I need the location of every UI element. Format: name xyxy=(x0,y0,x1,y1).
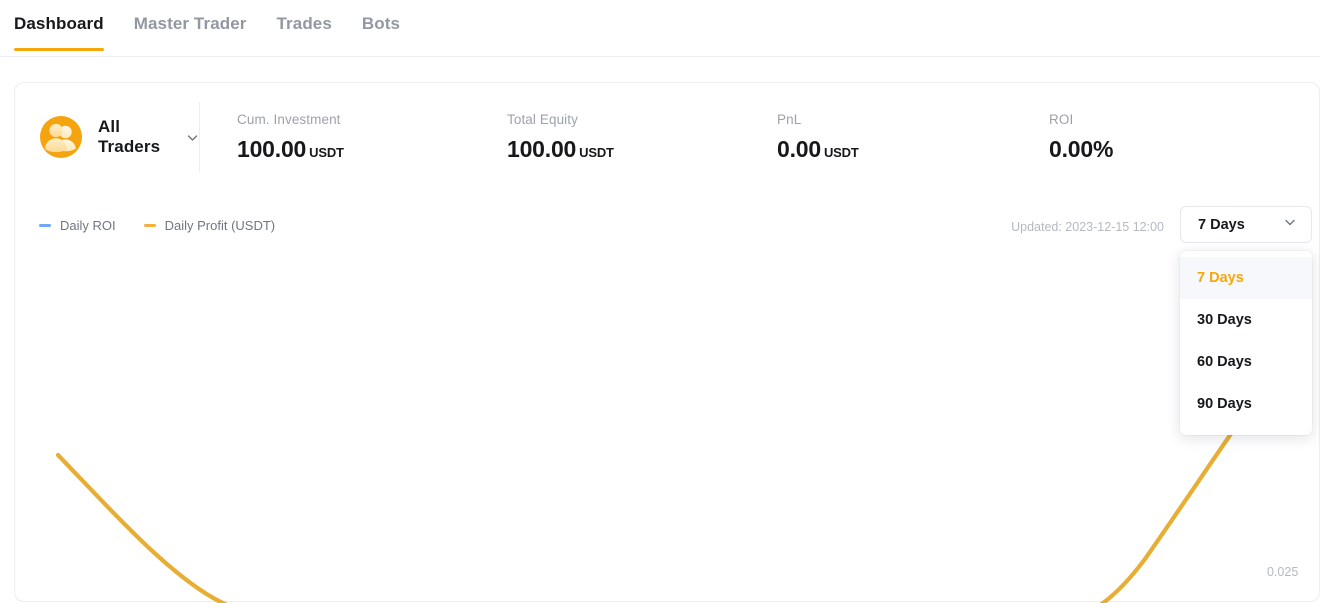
updated-timestamp: Updated: 2023-12-15 12:00 xyxy=(1011,220,1164,234)
range-option-30-days[interactable]: 30 Days xyxy=(1180,299,1312,341)
people-avatar-icon xyxy=(40,116,82,158)
range-option-label: 90 Days xyxy=(1197,396,1252,412)
summary-stats-row: All Traders Cum. Investment 100.00 USDT T… xyxy=(15,83,1319,191)
stats-divider xyxy=(199,102,200,172)
tab-dashboard-label: Dashboard xyxy=(14,14,104,33)
metric-value: 100.00 USDT xyxy=(237,136,507,163)
chart-svg: 0% 0.025 0 11/23 11/24 11/29 11/30 12/01… xyxy=(55,402,1298,603)
range-option-label: 7 Days xyxy=(1197,270,1244,286)
metric-pnl: PnL 0.00 USDT xyxy=(777,112,1049,163)
chart-header: Daily ROI Daily Profit (USDT) Updated: 2… xyxy=(15,206,1319,435)
metric-number: 0.00 xyxy=(777,135,821,162)
metric-unit: USDT xyxy=(823,144,859,160)
tab-master-trader[interactable]: Master Trader xyxy=(134,14,247,51)
range-select-dropdown: 7 Days 30 Days 60 Days 90 Days xyxy=(1180,251,1312,435)
metric-number: 100.00 xyxy=(507,135,577,162)
legend-item-daily-profit[interactable]: Daily Profit (USDT) xyxy=(143,218,276,233)
tab-bots-label: Bots xyxy=(361,14,401,33)
chart-legend: Daily ROI Daily Profit (USDT) xyxy=(39,218,275,233)
metric-number: 100.00 xyxy=(237,135,307,162)
metrics-list: Cum. Investment 100.00 USDT Total Equity … xyxy=(200,112,1319,163)
metric-value: 0.00% xyxy=(1049,136,1319,163)
range-option-60-days[interactable]: 60 Days xyxy=(1180,341,1312,383)
metric-label: PnL xyxy=(777,111,802,127)
metric-label: Cum. Investment xyxy=(237,111,341,127)
metric-total-equity: Total Equity 100.00 USDT xyxy=(507,112,777,163)
chevron-down-icon xyxy=(186,131,199,144)
series-daily-profit-line xyxy=(55,402,1254,603)
chevron-down-icon xyxy=(1283,215,1297,234)
metric-roi: ROI 0.00% xyxy=(1049,112,1319,163)
tab-dashboard[interactable]: Dashboard xyxy=(14,14,104,51)
metric-cum-investment: Cum. Investment 100.00 USDT xyxy=(237,112,507,163)
range-option-7-days[interactable]: 7 Days xyxy=(1180,257,1312,299)
metric-value: 0.00 USDT xyxy=(777,136,1049,163)
legend-item-daily-roi[interactable]: Daily ROI xyxy=(39,218,116,233)
tab-trades-label: Trades xyxy=(276,14,332,33)
trader-selector-label: All Traders xyxy=(98,117,161,156)
range-select-button[interactable]: 7 Days xyxy=(1180,206,1312,243)
legend-label: Daily Profit (USDT) xyxy=(164,218,276,233)
metric-value: 100.00 USDT xyxy=(507,136,777,163)
range-select-value: 7 Days xyxy=(1198,216,1245,233)
legend-swatch-icon xyxy=(39,224,51,227)
metric-unit: USDT xyxy=(579,144,614,160)
metric-number: 0.00% xyxy=(1049,135,1114,162)
dashboard-card: All Traders Cum. Investment 100.00 USDT T… xyxy=(14,82,1320,603)
range-option-label: 60 Days xyxy=(1197,354,1252,370)
metric-label: Total Equity xyxy=(507,111,578,127)
trader-selector[interactable]: All Traders xyxy=(15,116,199,158)
metric-label: ROI xyxy=(1049,111,1074,127)
metric-unit: USDT xyxy=(309,144,344,160)
roi-profit-chart[interactable]: 0% 0.025 0 11/23 11/24 11/29 11/30 12/01… xyxy=(15,259,1319,603)
tab-master-trader-label: Master Trader xyxy=(133,14,247,33)
range-option-label: 30 Days xyxy=(1197,312,1252,328)
tab-list: Dashboard Master Trader Trades Bots xyxy=(0,0,1320,51)
range-option-90-days[interactable]: 90 Days xyxy=(1180,383,1312,425)
tab-trades[interactable]: Trades xyxy=(277,14,332,51)
legend-swatch-icon xyxy=(143,224,156,227)
top-tab-bar: Dashboard Master Trader Trades Bots xyxy=(0,0,1320,57)
legend-label: Daily ROI xyxy=(60,218,116,233)
y-axis-right-tick-0025: 0.025 xyxy=(1267,565,1298,579)
tab-bots[interactable]: Bots xyxy=(362,14,400,51)
